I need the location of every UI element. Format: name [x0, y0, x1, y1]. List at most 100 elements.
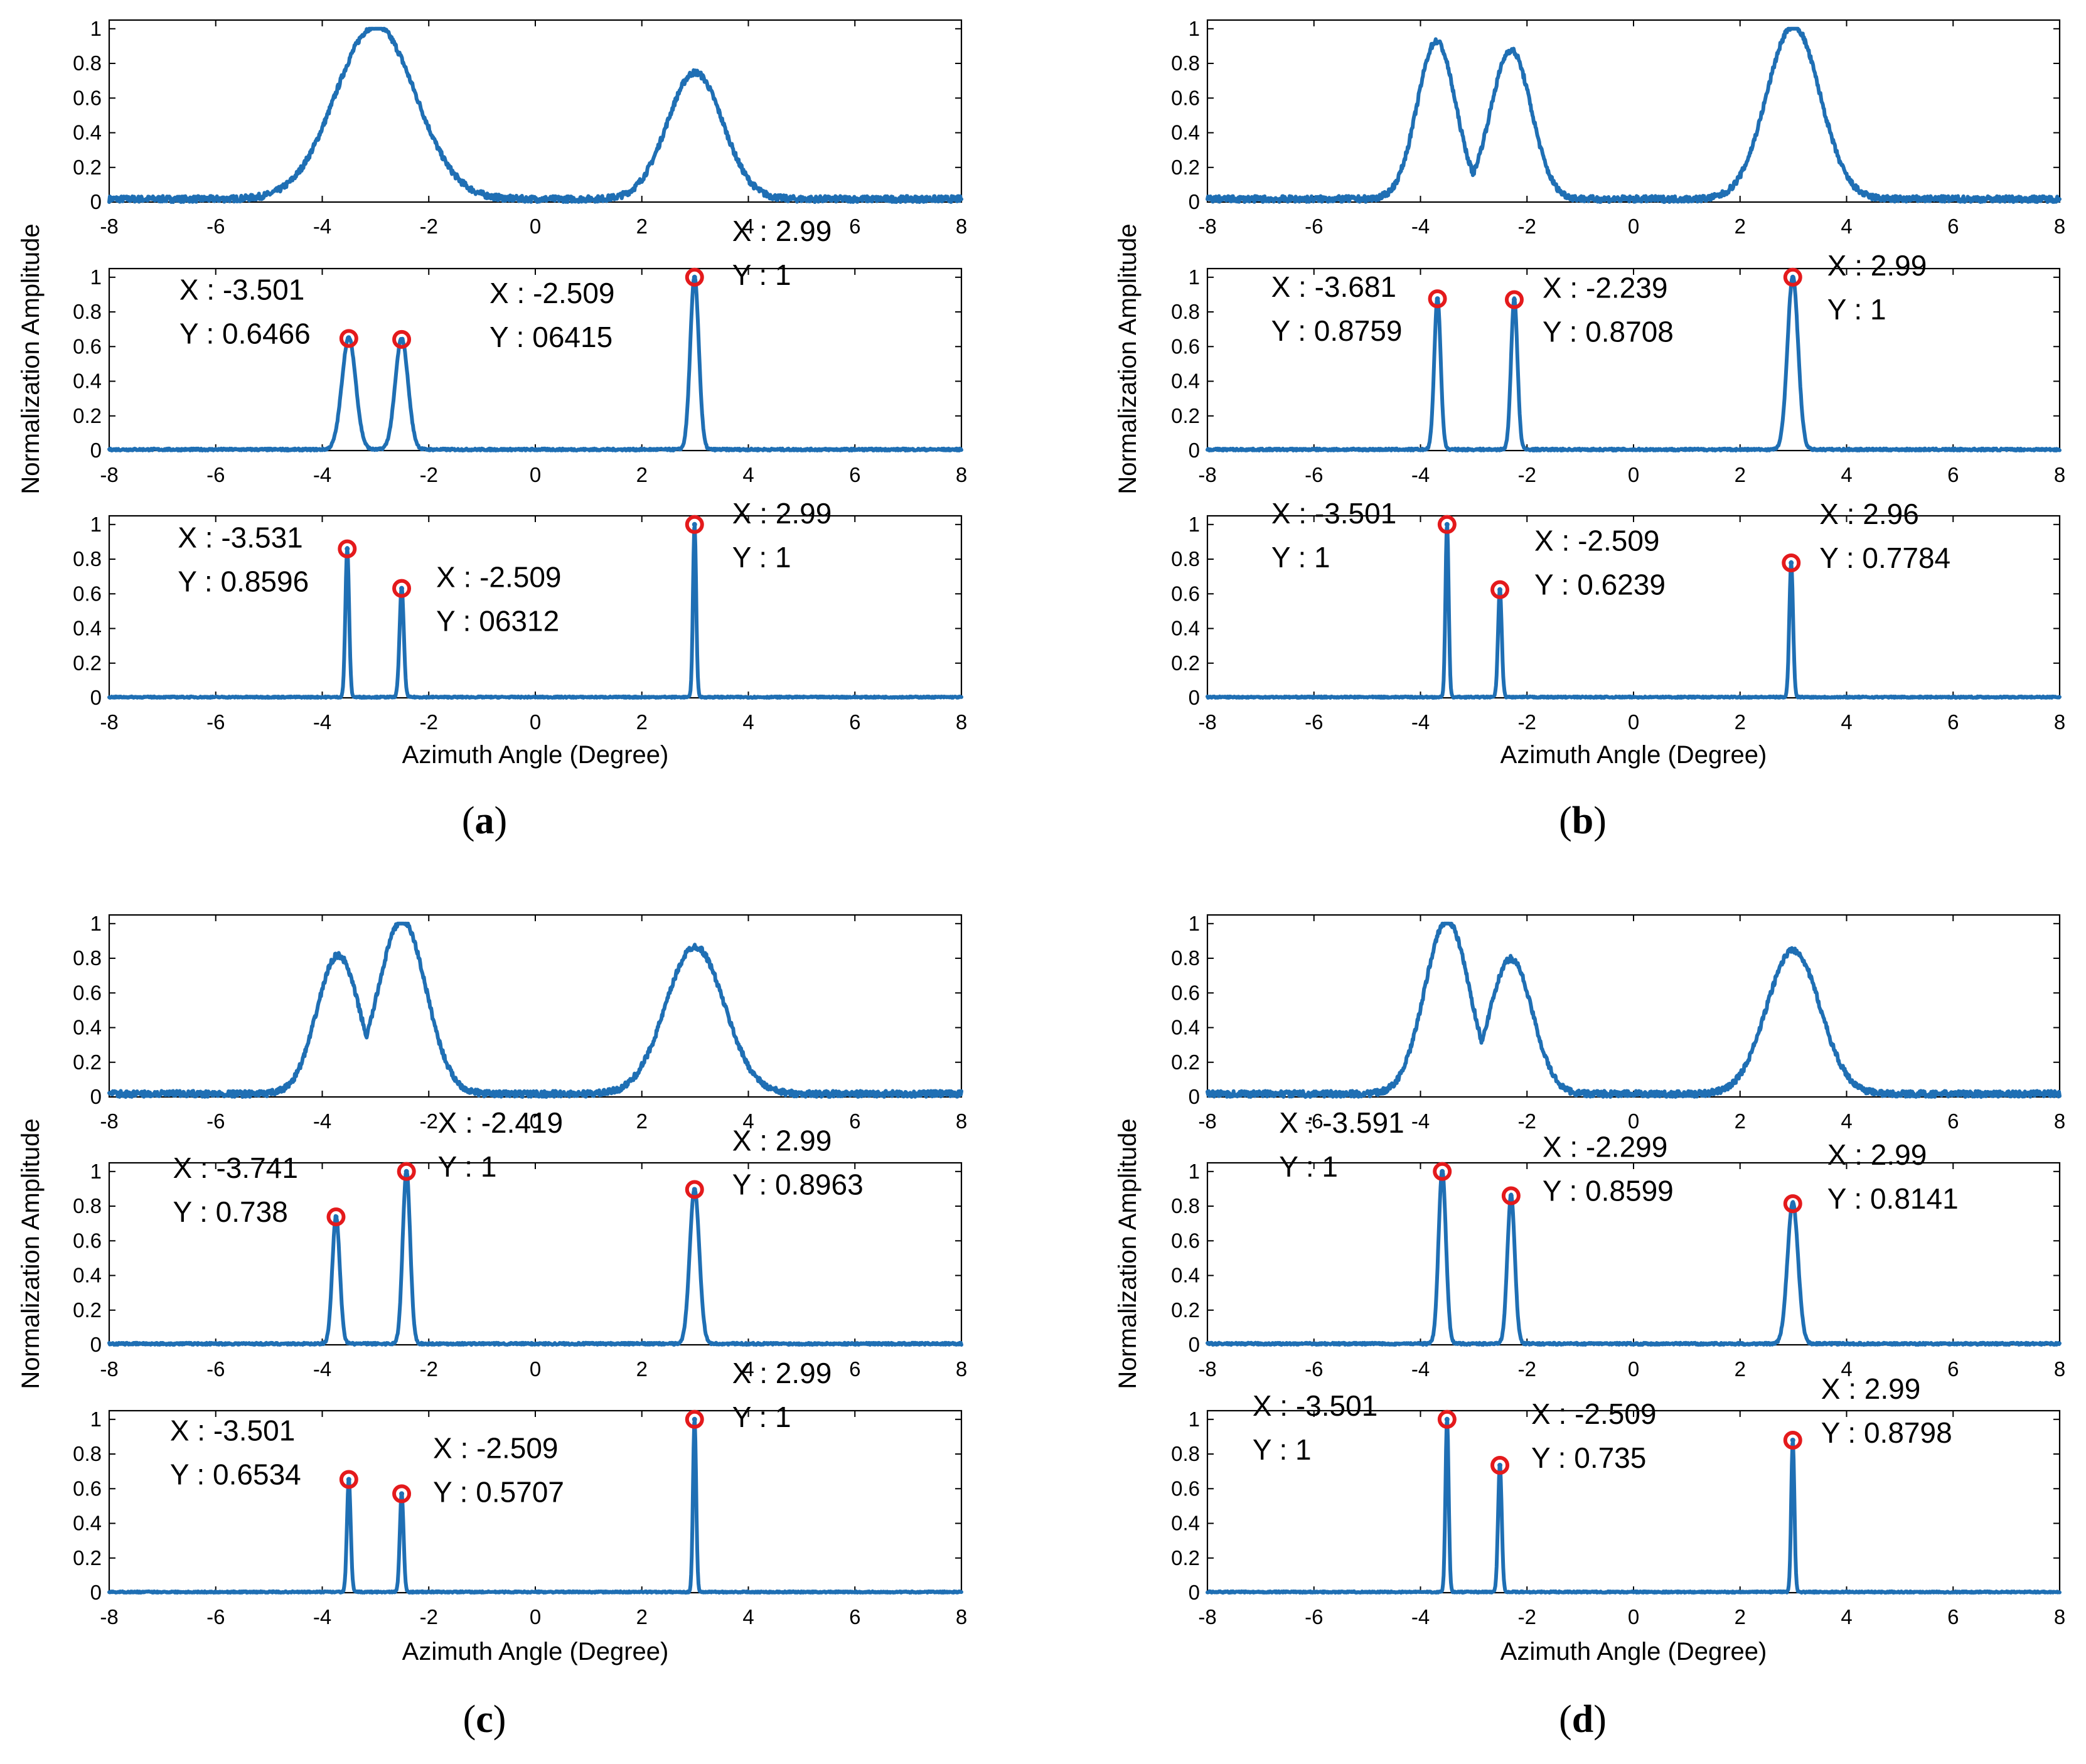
y-tick-label: 1	[1189, 1160, 1200, 1183]
annotation-x: X : 2.99	[732, 497, 832, 530]
x-tick-label: -2	[420, 1605, 438, 1628]
annotation-x: X : 2.99	[1827, 1138, 1927, 1171]
annotation-x: X : -2.239	[1543, 271, 1667, 304]
annotation-x: X : 2.99	[1827, 249, 1927, 282]
x-tick-label: -8	[100, 1357, 118, 1381]
y-tick-label: 0.2	[73, 156, 102, 179]
x-tick-label: -4	[313, 1109, 331, 1133]
annotation-x: X : 2.99	[732, 215, 832, 247]
series-line	[107, 921, 963, 1099]
x-tick-label: 2	[1735, 215, 1746, 238]
x-tick-label: -8	[1198, 710, 1216, 734]
panel-caption-letter: c	[476, 1698, 493, 1741]
x-tick-label: 8	[2054, 1605, 2065, 1628]
y-tick-label: 0.8	[1171, 1194, 1200, 1217]
annotation-y: Y : 06312	[436, 605, 559, 638]
x-tick-label: -4	[1411, 1605, 1430, 1628]
y-tick-label: 0.2	[1171, 1298, 1200, 1322]
peak-marker	[685, 267, 704, 287]
x-tick-label: 4	[1841, 463, 1852, 486]
y-tick-label: 1	[1189, 265, 1200, 289]
y-tick-label: 0.4	[1171, 1016, 1200, 1039]
series-line	[1206, 26, 2062, 204]
peak-marker	[339, 1470, 358, 1489]
y-tick-label: 0.2	[1171, 404, 1200, 427]
x-tick-label: 6	[849, 710, 860, 734]
peak-point	[692, 1187, 697, 1192]
x-axis-label: Azimuth Angle (Degree)	[402, 1638, 669, 1665]
peak-marker	[1501, 1186, 1521, 1205]
axes-frame	[108, 914, 963, 1098]
peak-point	[346, 336, 351, 341]
x-tick-label: 2	[1735, 710, 1746, 734]
annotation-x: X : -3.501	[1253, 1389, 1377, 1422]
x-tick-label: 6	[1947, 463, 1959, 486]
annotation-y: Y : 0.8708	[1543, 315, 1674, 348]
peak-point	[1440, 1168, 1445, 1174]
annotation-y: Y : 0.8798	[1821, 1416, 1952, 1449]
subplot-original: 0 0.2 0.4 0.6 0.8 1 -8 -6 -4 -2 0 2 4 6 8	[73, 912, 967, 1133]
y-tick-label: 0.2	[73, 1546, 102, 1569]
annotation-x: X : -2.509	[1534, 525, 1659, 557]
x-tick-label: 6	[1947, 215, 1959, 238]
x-tick-label: -8	[1198, 1605, 1216, 1628]
y-tick-label: 1	[1189, 513, 1200, 536]
y-tick-label: 0.2	[1171, 1546, 1200, 1569]
x-tick-label: -8	[100, 1109, 118, 1133]
panel-caption-letter: a	[475, 799, 495, 842]
x-tick-label: -6	[1305, 710, 1323, 734]
panel-caption: (b)	[1559, 799, 1607, 842]
x-tick-label: 2	[1735, 1357, 1746, 1381]
subplot-original: 0 0.2 0.4 0.6 0.8 1 -8 -6 -4 -2 0 2 4 6 8	[73, 17, 967, 238]
peak-point	[1790, 274, 1795, 280]
y-tick-label: 0.6	[1171, 1229, 1200, 1252]
y-tick-label: 0.4	[73, 1512, 102, 1535]
y-tick-label: 0	[90, 1581, 102, 1604]
annotation-y: Y : 0.8596	[178, 565, 309, 598]
y-tick-label: 0.6	[1171, 981, 1200, 1004]
peak-marker	[1490, 580, 1510, 599]
y-tick-label: 0.8	[1171, 1442, 1200, 1465]
x-tick-label: 6	[849, 215, 860, 238]
y-tick-label: 0.8	[73, 946, 102, 970]
x-tick-label: 2	[636, 1357, 648, 1381]
x-tick-label: 2	[1735, 1109, 1746, 1133]
y-tick-label: 0	[1189, 1333, 1200, 1356]
y-tick-label: 0	[90, 190, 102, 213]
x-tick-label: -8	[100, 710, 118, 734]
x-tick-label: 0	[530, 1605, 541, 1628]
peak-point	[346, 1477, 351, 1482]
peak-point	[1497, 1463, 1503, 1468]
y-tick-label: 0.6	[73, 334, 102, 358]
y-axis-label: Normalization Amplitude	[1114, 223, 1142, 494]
y-tick-label: 0.4	[73, 617, 102, 640]
y-tick-label: 1	[90, 1160, 102, 1183]
subplot-method-1: 0 0.2 0.4 0.6 0.8 1 -8 -6 -4 -2 0 2 4 6 8 X : -3.591 Y :…	[1171, 1106, 2065, 1381]
x-tick-label: 8	[2054, 1357, 2065, 1381]
y-tick-label: 0.8	[73, 51, 102, 75]
annotation-y: Y : 1	[1827, 293, 1886, 326]
subplot-method-2: 0 0.2 0.4 0.6 0.8 1 -8 -6 -4 -2 0 2 4 6 8 X : -3.501 Y :…	[1171, 1372, 2065, 1628]
peak-point	[1444, 1416, 1450, 1422]
y-tick-label: 0	[1189, 1581, 1200, 1604]
x-tick-label: -4	[313, 215, 331, 238]
annotation-x: X : -3.741	[173, 1152, 297, 1184]
y-axis-label: Normalization Amplitude	[17, 223, 45, 494]
x-tick-label: -2	[1518, 1109, 1536, 1133]
x-tick-label: -4	[313, 463, 331, 486]
annotation-y: Y : 0.8599	[1543, 1175, 1674, 1207]
peak-marker	[397, 1162, 416, 1181]
x-tick-label: 2	[636, 1109, 648, 1133]
x-tick-label: 4	[742, 1357, 754, 1381]
x-tick-label: 8	[956, 710, 967, 734]
peak-point	[1508, 1193, 1514, 1199]
peak-marker	[392, 579, 412, 598]
series-line	[107, 1169, 963, 1347]
x-tick-label: 2	[636, 1605, 648, 1628]
series-line	[107, 275, 963, 452]
x-tick-label: 6	[849, 463, 860, 486]
annotation-x: X : -2.509	[436, 561, 561, 594]
annotation-x: X : -2.419	[438, 1106, 563, 1139]
x-tick-label: 8	[956, 1357, 967, 1381]
subplot-method-1: 0 0.2 0.4 0.6 0.8 1 -8 -6 -4 -2 0 2 4 6 8 X : -3.501 Y :…	[73, 215, 967, 486]
